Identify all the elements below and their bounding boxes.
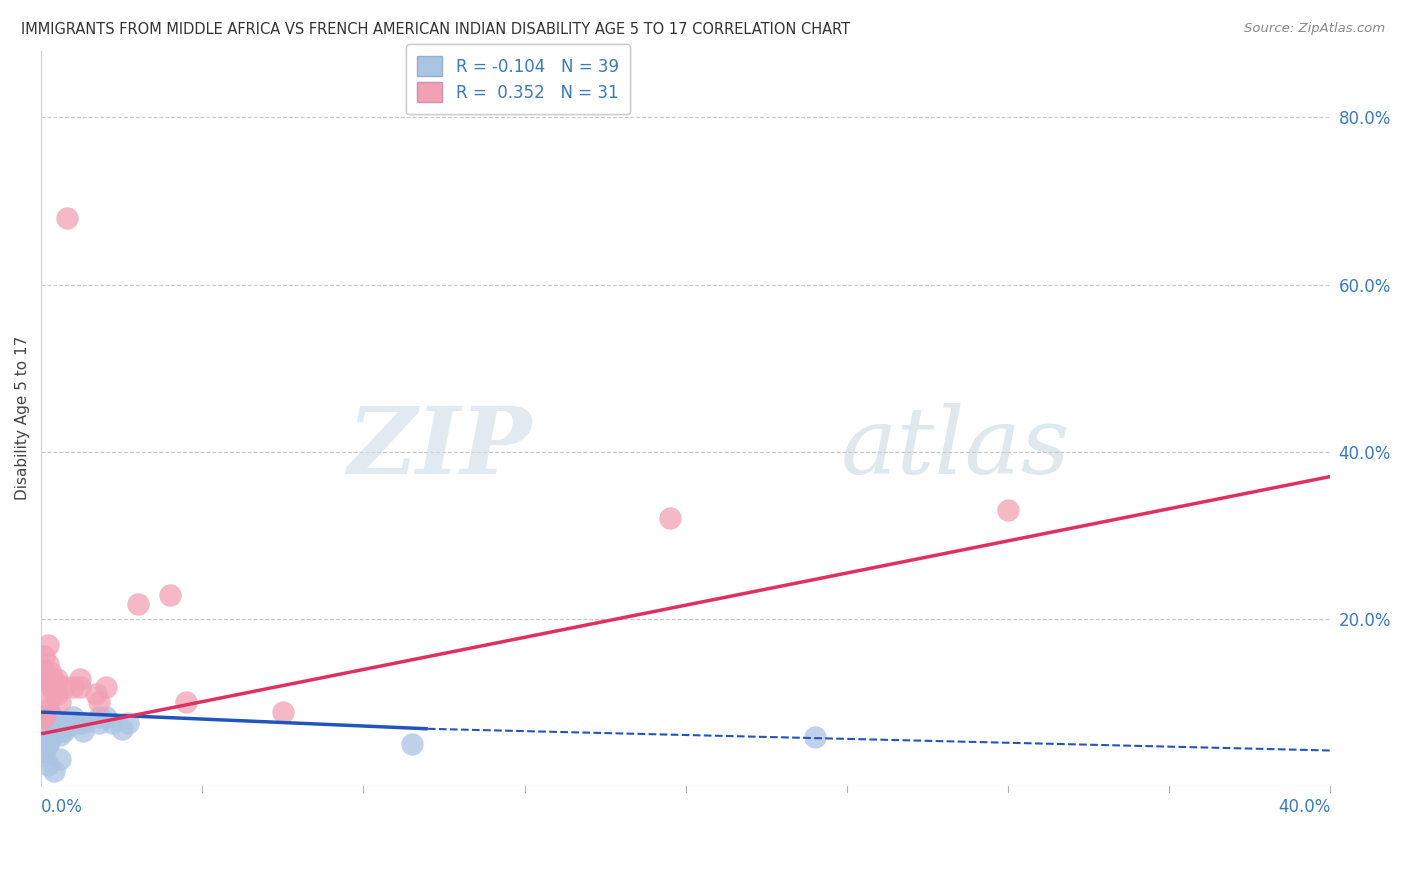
Point	[49, 695, 72, 709]
Point	[37, 638, 59, 652]
Point	[46, 715, 69, 730]
Point	[56, 211, 79, 225]
Point	[39, 722, 62, 736]
Point	[111, 722, 134, 736]
Point	[39, 710, 62, 724]
Point	[46, 687, 69, 701]
Point	[34, 663, 56, 677]
Point	[69, 680, 91, 694]
Point	[997, 503, 1019, 517]
Point	[37, 735, 59, 749]
Point	[52, 680, 75, 694]
Point	[49, 729, 72, 743]
Point	[72, 724, 94, 739]
Point	[84, 687, 107, 701]
Point	[39, 730, 62, 744]
Point	[62, 680, 84, 694]
Point	[34, 732, 56, 747]
Point	[401, 737, 423, 751]
Point	[34, 710, 56, 724]
Point	[49, 722, 72, 736]
Point	[69, 672, 91, 686]
Point	[37, 702, 59, 716]
Point	[37, 715, 59, 730]
Point	[46, 672, 69, 686]
Point	[52, 724, 75, 739]
Text: atlas: atlas	[841, 402, 1070, 492]
Point	[37, 695, 59, 709]
Text: ZIP: ZIP	[347, 402, 531, 492]
Point	[87, 695, 110, 709]
Point	[52, 718, 75, 732]
Point	[159, 588, 181, 602]
Point	[803, 730, 825, 744]
Point	[37, 737, 59, 751]
Point	[49, 752, 72, 766]
Point	[34, 649, 56, 664]
Text: IMMIGRANTS FROM MIDDLE AFRICA VS FRENCH AMERICAN INDIAN DISABILITY AGE 5 TO 17 C: IMMIGRANTS FROM MIDDLE AFRICA VS FRENCH …	[21, 22, 851, 37]
Text: 40.0%: 40.0%	[1278, 798, 1330, 816]
Point	[94, 710, 117, 724]
Point	[39, 680, 62, 694]
Point	[94, 680, 117, 694]
Point	[39, 680, 62, 694]
Point	[42, 764, 65, 778]
Point	[37, 757, 59, 772]
Point	[658, 511, 681, 525]
Legend: R = -0.104   N = 39, R =  0.352   N = 31: R = -0.104 N = 39, R = 0.352 N = 31	[406, 45, 630, 114]
Point	[62, 710, 84, 724]
Point	[39, 665, 62, 680]
Y-axis label: Disability Age 5 to 17: Disability Age 5 to 17	[15, 336, 30, 500]
Point	[271, 705, 294, 719]
Point	[42, 714, 65, 728]
Point	[37, 724, 59, 739]
Point	[39, 707, 62, 722]
Point	[59, 718, 82, 732]
Point	[101, 715, 124, 730]
Point	[34, 743, 56, 757]
Point	[42, 687, 65, 701]
Point	[34, 743, 56, 757]
Point	[34, 710, 56, 724]
Point	[72, 715, 94, 730]
Point	[42, 674, 65, 689]
Point	[69, 715, 91, 730]
Point	[34, 749, 56, 764]
Point	[39, 674, 62, 689]
Point	[42, 727, 65, 741]
Point	[127, 597, 149, 611]
Point	[39, 718, 62, 732]
Point	[46, 724, 69, 739]
Point	[87, 710, 110, 724]
Point	[117, 715, 139, 730]
Point	[37, 737, 59, 751]
Point	[37, 657, 59, 672]
Point	[34, 712, 56, 726]
Text: 0.0%: 0.0%	[41, 798, 83, 816]
Point	[174, 695, 197, 709]
Point	[87, 715, 110, 730]
Text: Source: ZipAtlas.com: Source: ZipAtlas.com	[1244, 22, 1385, 36]
